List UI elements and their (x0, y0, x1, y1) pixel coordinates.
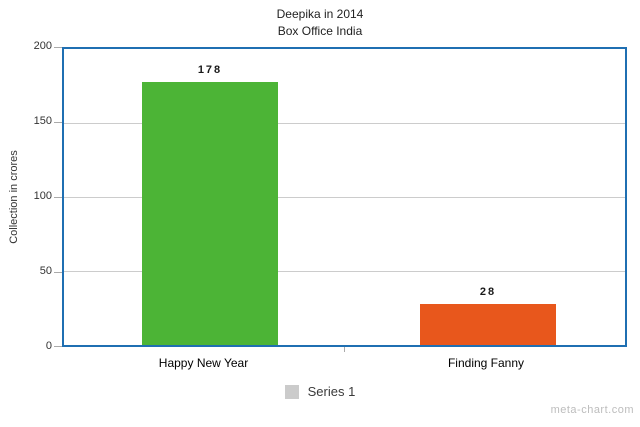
legend-swatch (284, 384, 299, 399)
x-label-finding-fanny: Finding Fanny (447, 356, 525, 370)
plot-area: 178 28 (62, 47, 627, 347)
gridline-100 (64, 197, 625, 198)
bar-happy-new-year: 178 (142, 64, 278, 345)
chart-title: Deepika in 2014 (276, 7, 364, 21)
y-tick-mark (54, 122, 62, 123)
y-tick-mark (54, 272, 62, 273)
y-tick-label-200: 200 (33, 40, 52, 52)
gridline-150 (64, 123, 625, 124)
y-tick-label-0: 0 (45, 340, 52, 352)
y-tick-mark (54, 197, 62, 198)
y-tick-label-50: 50 (39, 265, 52, 277)
x-label-happy-new-year: Happy New Year (158, 356, 249, 370)
x-axis-mid-tick (344, 347, 345, 352)
y-tick-mark (54, 47, 62, 48)
gridline-50 (64, 271, 625, 272)
y-tick-mark (54, 346, 62, 347)
y-tick-label-100: 100 (33, 190, 52, 202)
bar-finding-fanny: 28 (420, 286, 556, 345)
bar-value-label: 178 (197, 63, 223, 76)
chart-subtitle: Box Office India (277, 24, 363, 38)
bar-value-label: 28 (479, 285, 497, 298)
legend-series-label: Series 1 (307, 384, 356, 399)
legend: Series 1 (0, 384, 640, 399)
y-tick-label-150: 150 (33, 115, 52, 127)
watermark: meta-chart.com (550, 404, 634, 416)
